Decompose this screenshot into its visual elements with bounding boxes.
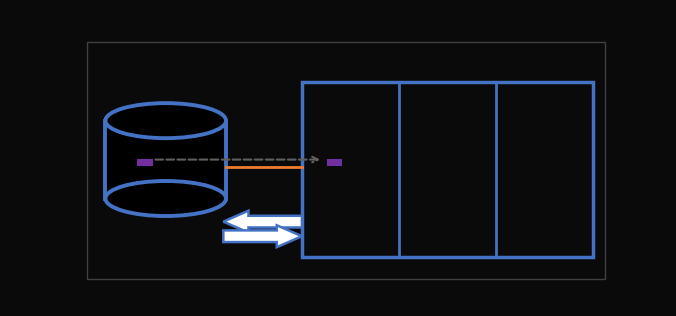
- Bar: [137, 159, 153, 166]
- Bar: [327, 159, 342, 166]
- Bar: [105, 121, 226, 198]
- Ellipse shape: [105, 103, 226, 138]
- Ellipse shape: [105, 181, 226, 216]
- FancyArrow shape: [223, 225, 302, 247]
- FancyArrow shape: [223, 211, 302, 233]
- Bar: [302, 82, 593, 257]
